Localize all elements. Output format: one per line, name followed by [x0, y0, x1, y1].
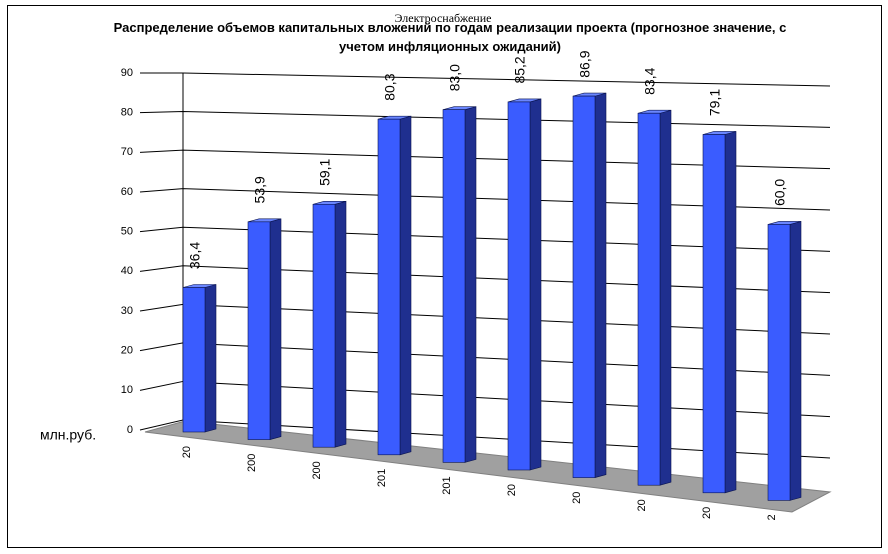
bar-group: [572, 92, 607, 478]
y-axis-label: млн.руб.: [40, 427, 96, 443]
data-label: 59,1: [317, 158, 333, 185]
bar: [572, 95, 596, 478]
x-tick-label: 2: [766, 514, 778, 520]
y-tick-label: 0: [127, 424, 133, 436]
bar-group: [312, 200, 347, 448]
x-tick-label: 201: [441, 476, 453, 494]
bar: [312, 203, 336, 448]
bar-group: [637, 109, 672, 486]
bar: [182, 287, 206, 433]
y-tick-label: 30: [121, 305, 133, 317]
x-tick-label: 200: [246, 454, 258, 472]
x-tick-label: 20: [636, 499, 648, 511]
bar: [377, 118, 401, 456]
y-tick-label: 80: [121, 107, 133, 119]
x-tick-label: 20: [181, 446, 193, 458]
y-tick-label: 70: [121, 146, 133, 158]
bar: [442, 109, 466, 463]
bar-side: [724, 131, 737, 494]
x-tick-label: 201: [376, 469, 388, 487]
chart-subtitle: Электроснабжение: [395, 11, 492, 25]
data-label: 36,4: [187, 242, 203, 269]
data-label: 83,4: [642, 67, 658, 94]
y-tick-label: 20: [121, 345, 133, 357]
x-tick-label: 20: [506, 484, 518, 496]
bar: [637, 112, 661, 486]
y-tick-label: 10: [121, 384, 133, 396]
bar-group: [702, 131, 737, 494]
bar-side: [399, 115, 412, 456]
bar: [767, 224, 791, 501]
bar-side: [334, 200, 347, 448]
bar: [507, 101, 531, 471]
bar: [702, 134, 726, 494]
bar: [247, 221, 271, 440]
bar-group: [767, 221, 802, 501]
title-box: Распределение объемов капитальных вложен…: [113, 20, 787, 54]
chart-title: Распределение объемов капитальных вложен…: [113, 20, 787, 54]
data-label: 85,2: [512, 56, 528, 83]
bar-side: [269, 218, 282, 440]
x-tick-label: 20: [701, 507, 713, 519]
bar-group: [442, 106, 477, 463]
data-label: 83,0: [447, 64, 463, 91]
bar-group: [507, 98, 542, 471]
bar-side: [464, 106, 477, 463]
bar-side: [529, 98, 542, 471]
y-tick-label: 40: [121, 265, 133, 277]
y-tick-label: 60: [121, 186, 133, 198]
bar-group: [182, 284, 217, 433]
data-label: 60,0: [772, 179, 788, 206]
data-label: 53,9: [252, 176, 268, 203]
bar-side: [659, 109, 672, 486]
bar-side: [204, 284, 217, 433]
y-tick-label: 90: [121, 67, 133, 79]
data-label: 80,3: [382, 73, 398, 100]
bar-side: [789, 221, 802, 501]
bar-side: [594, 92, 607, 478]
bar-group: [247, 218, 282, 440]
data-label: 79,1: [707, 89, 723, 116]
data-label: 86,9: [577, 50, 593, 77]
x-tick-label: 20: [571, 492, 583, 504]
y-tick-label: 50: [121, 226, 133, 238]
bar-group: [377, 115, 412, 456]
x-tick-label: 200: [311, 461, 323, 479]
